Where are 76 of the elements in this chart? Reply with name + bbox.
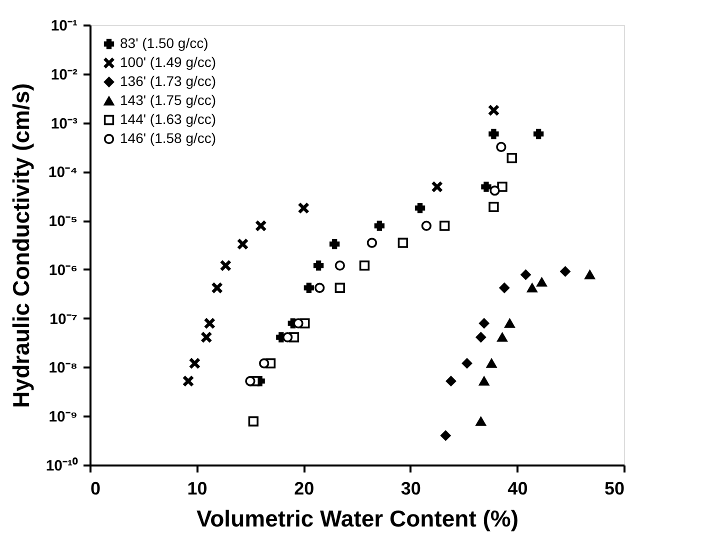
point bbox=[366, 238, 378, 248]
point bbox=[248, 416, 258, 426]
point bbox=[334, 282, 345, 293]
point bbox=[504, 318, 515, 328]
legend-label: 144' (1.63 g/cc) bbox=[120, 111, 216, 127]
point bbox=[256, 220, 266, 231]
x-tick-label: 0 bbox=[90, 478, 101, 498]
y-tick-label: 10⁻¹⁰ bbox=[46, 456, 78, 474]
point bbox=[220, 260, 231, 271]
point bbox=[497, 332, 508, 342]
point bbox=[506, 152, 517, 164]
point bbox=[486, 358, 497, 368]
point bbox=[560, 266, 570, 277]
point bbox=[479, 318, 490, 328]
point bbox=[190, 358, 200, 368]
point bbox=[304, 282, 314, 293]
point bbox=[238, 239, 248, 250]
point bbox=[212, 282, 222, 293]
point bbox=[488, 202, 499, 212]
legend-label: 100' (1.49 g/cc) bbox=[120, 54, 216, 70]
point bbox=[533, 128, 544, 140]
point bbox=[479, 376, 490, 386]
point bbox=[314, 282, 325, 293]
point bbox=[421, 220, 432, 231]
point bbox=[439, 220, 450, 231]
x-tick-label: 40 bbox=[508, 478, 528, 498]
point bbox=[488, 128, 499, 140]
legend-label: 143' (1.75 g/cc) bbox=[120, 92, 216, 108]
point bbox=[476, 332, 486, 342]
point bbox=[334, 260, 345, 271]
point bbox=[359, 260, 370, 271]
legend-label: 136' (1.73 g/cc) bbox=[120, 73, 216, 89]
point bbox=[496, 142, 506, 152]
point bbox=[488, 105, 499, 116]
x-tick-label: 50 bbox=[604, 478, 624, 498]
point bbox=[440, 430, 451, 441]
legend-label: 83' (1.50 g/cc) bbox=[120, 35, 208, 51]
point bbox=[446, 376, 456, 386]
y-axis-title: Hydraulic Conductivity (cm/s) bbox=[8, 83, 34, 408]
point bbox=[204, 318, 215, 328]
y-tick-label: 10⁻¹ bbox=[50, 18, 78, 34]
point bbox=[432, 182, 442, 192]
point bbox=[374, 220, 385, 231]
point bbox=[490, 186, 500, 196]
point bbox=[527, 283, 538, 292]
point bbox=[536, 278, 547, 287]
y-tick-label: 10⁻⁵ bbox=[48, 213, 78, 230]
point bbox=[183, 376, 194, 386]
point bbox=[481, 182, 492, 192]
x-tick-label: 30 bbox=[400, 478, 421, 498]
y-tick-label: 10⁻⁴ bbox=[48, 164, 78, 182]
point bbox=[259, 358, 270, 368]
x-tick-label: 20 bbox=[294, 478, 314, 498]
point bbox=[398, 238, 408, 248]
y-tick-label: 10⁻⁹ bbox=[48, 408, 78, 426]
point bbox=[584, 270, 595, 280]
x-tick-label: 10 bbox=[187, 478, 208, 498]
point bbox=[282, 332, 293, 342]
point bbox=[245, 376, 256, 386]
point bbox=[329, 239, 340, 250]
point bbox=[462, 358, 472, 368]
x-axis-title: Volumetric Water Content (%) bbox=[196, 506, 519, 532]
point bbox=[499, 282, 510, 293]
y-tick-label: 10⁻⁶ bbox=[48, 262, 78, 279]
point bbox=[476, 416, 486, 426]
point bbox=[313, 260, 324, 271]
y-tick-label: 10⁻² bbox=[50, 66, 78, 84]
point bbox=[497, 182, 508, 192]
y-tick-label: 10⁻⁸ bbox=[48, 360, 78, 377]
legend-label: 146' (1.58 g/cc) bbox=[120, 130, 216, 146]
point bbox=[414, 202, 426, 214]
point bbox=[201, 332, 212, 342]
point bbox=[298, 202, 309, 214]
y-tick-label: 10⁻⁷ bbox=[50, 310, 78, 328]
point bbox=[520, 270, 531, 280]
y-tick-label: 10⁻³ bbox=[50, 115, 78, 132]
